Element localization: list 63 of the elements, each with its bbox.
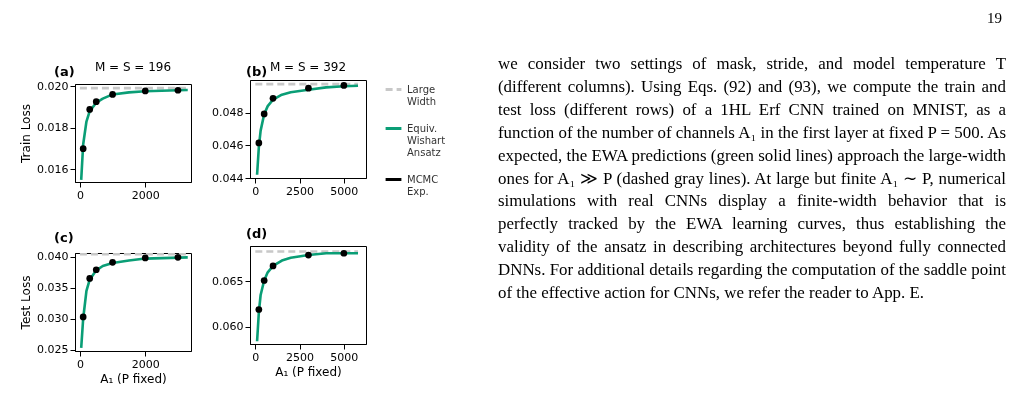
point: [109, 91, 116, 98]
chart-title: M = S = 196: [94, 60, 172, 75]
y-tick-label: 0.044: [212, 171, 244, 185]
point: [141, 87, 149, 95]
point: [174, 86, 182, 94]
text: we consider two settings of mask, stride, and model temperature T (different columns). Using Eqs. (92) and (93), we compute the train and test loss (different rows) of a 1HL Erf CNN trained on MNIST, as a function of the number of channels A₁ in the first layer at fixed P = 500. As expected, the EWA predictions (green solid lines) approach the large-width ones for A₁ ≫ P (dashed gray lines). At large but finite A₁ ∼ P, numerical simulations with real CNNs display a finite-width behavior that is perfectly tracked by the EWA learning curves, thus establishing the validity of the ansatz in describing architectures beyond fully connected DNNs. For additional details regarding the computation of the saddle point of the effective action for CNNs, we refer the reader to App. E.: [498, 54, 1006, 303]
point: [79, 313, 87, 321]
point: [141, 254, 149, 262]
y-tick-label: 0.065: [212, 274, 244, 288]
line-series: [79, 88, 190, 182]
y-tick-label: 0.046: [212, 138, 244, 152]
y-tick-label: 0.020: [37, 79, 69, 93]
y-tick-label: 0.016: [37, 162, 69, 176]
point: [86, 106, 94, 113]
x-tick-label: 0: [76, 188, 84, 202]
point: [92, 98, 100, 106]
text: 19: [987, 10, 1002, 27]
y-tick-label: 0.060: [212, 320, 244, 334]
legend-label: Large Width: [407, 83, 437, 107]
x-axis-title: A₁ (P fixed): [100, 371, 167, 386]
point: [174, 253, 182, 261]
x-tick-label: 0: [76, 357, 84, 371]
point: [260, 277, 268, 284]
x-tick-label: 0: [252, 350, 260, 364]
text: (c): [54, 230, 74, 245]
point: [255, 306, 263, 313]
point: [86, 275, 94, 282]
x-tick-label: 2500: [286, 184, 315, 198]
y-tick-label: 0.025: [37, 343, 69, 357]
point: [340, 249, 348, 257]
y-tick-label: 0.030: [37, 312, 69, 326]
x-tick-label: 5000: [330, 184, 359, 198]
y-axis-title: Test Loss: [19, 275, 34, 331]
point: [260, 110, 268, 118]
line-series: [255, 84, 360, 177]
legend-label: MCMC Exp.: [407, 173, 439, 197]
x-tick-label: 2000: [131, 357, 160, 371]
x-tick-label: 2000: [131, 188, 160, 202]
point: [255, 139, 263, 147]
x-tick-label: 0: [252, 184, 260, 198]
y-tick-label: 0.035: [37, 281, 69, 295]
y-tick-label: 0.040: [37, 250, 69, 264]
text: (a): [54, 64, 75, 79]
point: [109, 258, 116, 266]
point: [305, 84, 312, 92]
text: (b): [246, 64, 268, 79]
legend-label: Equiv. Wishart Ansatz: [407, 122, 446, 158]
text: (d): [246, 226, 268, 241]
line-series: [79, 256, 190, 350]
line-series: [255, 251, 360, 343]
y-tick-label: 0.018: [37, 121, 69, 135]
point: [92, 266, 100, 274]
y-axis-title: Train Loss: [19, 104, 34, 164]
y-tick-label: 0.048: [212, 106, 244, 120]
point: [269, 262, 277, 270]
chart-title: M = S = 392: [269, 60, 347, 74]
point: [340, 82, 348, 89]
point: [305, 251, 312, 259]
point: [79, 145, 87, 152]
x-tick-label: 5000: [330, 350, 359, 364]
x-axis-title: A₁ (P fixed): [275, 364, 342, 379]
point: [269, 94, 277, 102]
x-tick-label: 2500: [286, 350, 315, 364]
